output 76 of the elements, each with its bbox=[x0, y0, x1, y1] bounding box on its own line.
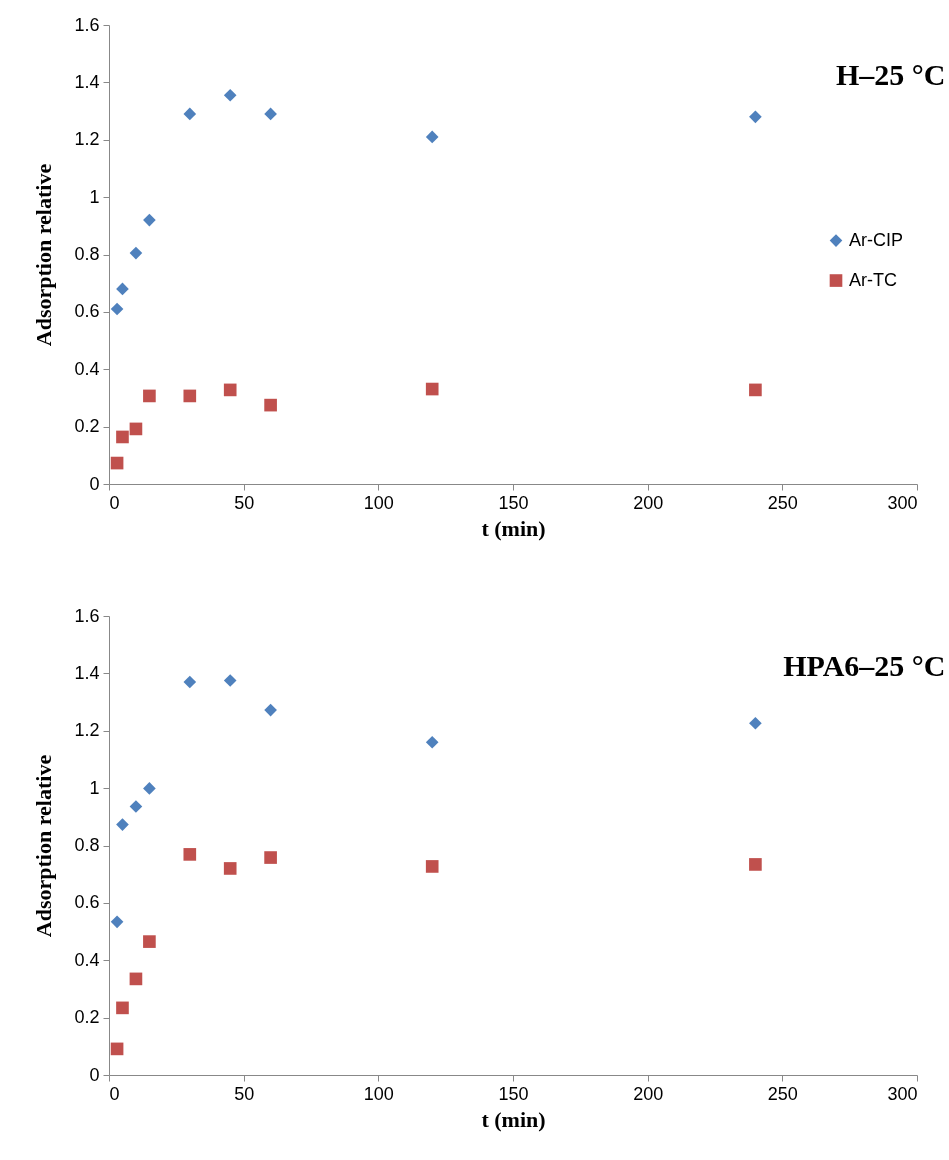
x-tick-label: 100 bbox=[363, 1083, 394, 1104]
point bbox=[183, 107, 197, 121]
x-tick-label: 300 bbox=[887, 1083, 918, 1104]
point bbox=[223, 88, 237, 102]
y-tick-label: 1 bbox=[89, 186, 100, 207]
point bbox=[425, 860, 439, 873]
y-tick-label: 0.6 bbox=[74, 301, 100, 322]
y-axis-title: Adsorption relative bbox=[31, 754, 57, 938]
point bbox=[116, 282, 129, 296]
point bbox=[264, 107, 277, 121]
y-axis-title: Adsorption relative bbox=[31, 163, 57, 347]
y-tick-label: 1.2 bbox=[74, 129, 100, 150]
point bbox=[264, 851, 277, 864]
x-axis-title: t (min) bbox=[481, 1106, 546, 1132]
point bbox=[223, 862, 237, 875]
y-tick-label: 0.4 bbox=[74, 949, 100, 970]
x-tick-label: 0 bbox=[109, 1083, 120, 1104]
x-tick-label: 50 bbox=[234, 1083, 255, 1104]
legend-label: Ar-TC bbox=[849, 269, 897, 290]
point bbox=[143, 935, 156, 948]
x-tick-label: 200 bbox=[633, 492, 664, 513]
x-tick-label: 250 bbox=[767, 1083, 798, 1104]
point bbox=[129, 800, 143, 813]
point bbox=[110, 302, 124, 316]
point bbox=[110, 915, 124, 929]
x-tick-label: 150 bbox=[498, 492, 529, 513]
point bbox=[129, 422, 143, 436]
point bbox=[264, 398, 277, 412]
point bbox=[749, 383, 762, 397]
point bbox=[110, 456, 124, 470]
point bbox=[264, 703, 277, 717]
y-tick-label: 1.4 bbox=[74, 71, 100, 92]
point bbox=[183, 675, 197, 689]
point bbox=[143, 782, 156, 795]
legend-label: Ar-CIP bbox=[849, 229, 903, 250]
point bbox=[223, 383, 237, 397]
point bbox=[110, 1042, 124, 1056]
y-tick-label: 1.6 bbox=[74, 14, 100, 35]
point bbox=[425, 735, 439, 749]
x-tick-label: 300 bbox=[887, 492, 918, 513]
point bbox=[183, 389, 197, 403]
point bbox=[223, 674, 237, 687]
point bbox=[749, 858, 762, 871]
point bbox=[129, 972, 143, 986]
y-tick-label: 0.6 bbox=[74, 892, 100, 913]
point bbox=[143, 389, 156, 403]
point bbox=[425, 382, 439, 396]
y-tick-label: 0 bbox=[89, 1064, 100, 1085]
y-tick-label: 1.2 bbox=[74, 720, 100, 741]
x-tick-label: 50 bbox=[234, 492, 255, 513]
y-tick-label: 0.8 bbox=[74, 835, 100, 855]
y-tick-label: 0.2 bbox=[74, 416, 100, 437]
text: H–25 °C bbox=[836, 58, 946, 91]
point bbox=[116, 818, 129, 831]
x-tick-label: 200 bbox=[633, 1083, 664, 1104]
y-tick-label: 0.4 bbox=[74, 358, 100, 379]
point bbox=[129, 246, 143, 260]
y-tick-label: 0 bbox=[89, 473, 100, 494]
y-tick-label: 1.4 bbox=[74, 662, 100, 683]
x-tick-label: 250 bbox=[767, 492, 798, 513]
point bbox=[183, 848, 197, 861]
point bbox=[116, 430, 129, 444]
point bbox=[749, 110, 762, 124]
y-tick-label: 0.2 bbox=[74, 1007, 100, 1028]
x-tick-label: 150 bbox=[498, 1083, 529, 1104]
y-tick-label: 0.8 bbox=[74, 244, 100, 264]
y-tick-label: 1 bbox=[89, 777, 100, 798]
x-tick-label: 0 bbox=[109, 492, 120, 513]
point bbox=[425, 130, 439, 144]
text: HPA6–25 °C bbox=[783, 649, 946, 682]
point bbox=[116, 1001, 129, 1015]
point bbox=[143, 213, 156, 227]
x-tick-label: 100 bbox=[363, 492, 394, 513]
y-tick-label: 1.6 bbox=[74, 605, 100, 626]
x-axis-title: t (min) bbox=[481, 515, 546, 541]
point bbox=[749, 716, 762, 730]
